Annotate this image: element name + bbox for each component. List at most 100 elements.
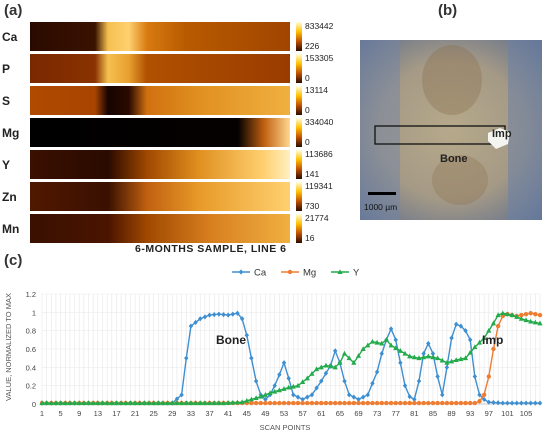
data-point xyxy=(500,310,506,316)
x-tick-label: 37 xyxy=(205,409,213,418)
line-chart: Ca Mg Y 0 0.2 0.4 0.6 0.8 1 1.2 1 5 9 13 17 21 25 29 33 3… xyxy=(4,268,543,432)
data-point xyxy=(351,394,357,400)
data-point xyxy=(304,375,310,381)
data-point xyxy=(309,400,315,406)
data-point xyxy=(281,360,287,366)
data-point xyxy=(435,400,440,406)
data-point xyxy=(360,400,366,406)
map-y xyxy=(30,150,290,179)
data-point xyxy=(346,392,352,398)
x-tick-label: 9 xyxy=(77,409,81,418)
data-point xyxy=(230,399,236,405)
map-mn xyxy=(30,214,290,243)
data-point xyxy=(346,355,352,361)
data-point xyxy=(360,346,366,351)
data-point xyxy=(239,399,245,405)
data-point xyxy=(440,400,445,406)
data-point xyxy=(267,390,273,395)
data-point xyxy=(523,400,529,406)
data-point xyxy=(104,400,110,406)
x-tick-label: 61 xyxy=(317,409,325,418)
data-point xyxy=(211,400,217,406)
x-tick-label: 65 xyxy=(336,409,344,418)
data-point xyxy=(486,374,492,379)
data-point xyxy=(276,387,282,393)
data-point xyxy=(323,400,329,406)
data-point xyxy=(197,400,203,406)
data-point xyxy=(491,399,496,406)
data-point xyxy=(449,400,454,406)
data-point xyxy=(370,380,375,386)
data-point xyxy=(374,400,380,406)
data-point xyxy=(356,400,361,406)
data-point xyxy=(491,346,496,352)
data-point xyxy=(374,369,380,375)
data-point xyxy=(225,400,231,405)
data-point xyxy=(504,311,511,317)
x-tick-label: 77 xyxy=(392,409,400,418)
data-point xyxy=(495,400,501,406)
x-tick-label: 49 xyxy=(261,409,269,418)
data-point xyxy=(44,400,50,406)
data-point xyxy=(421,400,426,406)
data-point xyxy=(476,339,483,345)
data-point xyxy=(305,394,310,400)
data-point xyxy=(454,400,459,406)
element-label: Ca xyxy=(2,30,18,44)
data-point xyxy=(481,392,487,398)
y-tick-label: 0 xyxy=(32,400,36,409)
data-point xyxy=(365,392,370,398)
data-point xyxy=(407,353,413,359)
data-point xyxy=(463,400,468,406)
data-point xyxy=(393,400,398,406)
data-point xyxy=(155,400,161,406)
data-point xyxy=(295,400,301,406)
colorbar xyxy=(296,86,302,115)
colorbar-max: 153305 xyxy=(305,53,334,63)
data-point xyxy=(244,397,250,403)
x-tick-label: 25 xyxy=(150,409,158,418)
data-point xyxy=(393,337,398,343)
data-point xyxy=(244,332,249,338)
data-point xyxy=(379,400,384,406)
element-label: Mn xyxy=(2,222,20,236)
data-point xyxy=(412,400,417,406)
data-point xyxy=(523,317,529,323)
data-point xyxy=(291,392,296,398)
legend-marker xyxy=(287,269,293,275)
data-point xyxy=(528,311,533,316)
data-point xyxy=(81,400,87,406)
colorbar-min: 226 xyxy=(305,41,320,51)
data-point xyxy=(458,356,464,362)
data-point xyxy=(216,400,222,406)
data-point xyxy=(398,400,403,406)
element-label: Y xyxy=(2,158,11,172)
data-point xyxy=(286,384,292,390)
y-tick-label: 0.8 xyxy=(26,327,36,336)
data-point xyxy=(272,388,278,394)
data-point xyxy=(454,321,459,327)
data-point xyxy=(202,314,208,320)
map-ca xyxy=(30,22,290,51)
x-tick-label: 57 xyxy=(298,409,306,418)
data-point xyxy=(407,400,412,406)
data-point xyxy=(290,383,296,389)
data-point xyxy=(184,355,189,361)
colorbar xyxy=(296,22,302,51)
data-point xyxy=(384,400,389,406)
data-point xyxy=(109,400,115,406)
data-point xyxy=(113,400,120,406)
data-point xyxy=(53,400,59,406)
colorbar-min: 16 xyxy=(305,233,315,243)
data-point xyxy=(379,350,384,357)
data-point xyxy=(537,400,543,406)
data-point xyxy=(472,373,478,380)
data-point xyxy=(295,382,301,388)
data-point xyxy=(467,349,473,355)
element-label: S xyxy=(2,94,11,108)
data-point xyxy=(267,400,273,406)
colorbar-min: 0 xyxy=(305,73,310,83)
x-tick-label: 53 xyxy=(280,409,288,418)
scale-label: 1000 µm xyxy=(364,202,397,212)
x-tick-label: 13 xyxy=(94,409,102,418)
